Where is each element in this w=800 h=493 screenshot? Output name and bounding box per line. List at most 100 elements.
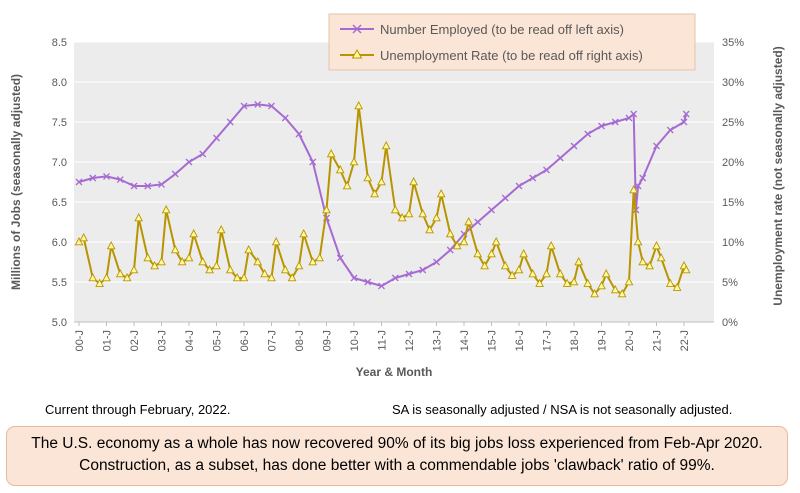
unemployment-point	[170, 245, 180, 254]
employed-point	[378, 282, 385, 290]
employed-point	[474, 218, 482, 226]
employed-point	[144, 182, 152, 190]
unemployment-point	[535, 278, 544, 287]
unemployment-point	[363, 173, 373, 182]
employed-point	[419, 266, 427, 274]
unemployment-point	[562, 278, 572, 287]
unemployment-point	[409, 177, 419, 186]
employed-point	[103, 172, 110, 180]
legend-box	[328, 13, 696, 71]
employed-point	[598, 122, 605, 130]
unemployment-point	[597, 281, 606, 290]
left-tick-label: 6.5	[52, 197, 67, 209]
right-tick-label: 20%	[722, 157, 744, 169]
unemployment-point	[102, 273, 111, 282]
employed-point	[213, 134, 220, 142]
employment-chart: 5.0 5.5 6.0 6.5 7.0 7.5 8.0 8.5 0% 5% 10% 15% 20% 25…	[9, 13, 785, 379]
employed-point	[570, 142, 578, 150]
unemployment-point	[143, 253, 153, 262]
right-axis-ticks: 0% 5% 10% 15% 20% 25% 30% 35%	[722, 37, 744, 329]
left-tick-label: 7.0	[52, 157, 67, 169]
unemployment-point	[225, 265, 235, 274]
employed-point	[75, 178, 83, 186]
unemployment-point	[610, 285, 620, 294]
unemployment-point	[590, 289, 599, 298]
left-tick-label: 5.5	[52, 277, 67, 289]
x-tick-label: 06-J	[239, 330, 251, 351]
unemployment-point	[377, 177, 386, 186]
employed-point	[543, 166, 550, 174]
x-axis-title: Year & Month	[356, 365, 433, 379]
unemployment-point	[370, 189, 379, 198]
unemployment-point	[184, 253, 194, 262]
unemployment-point	[418, 209, 428, 218]
employed-point	[666, 126, 674, 134]
note-current-through: Current through February, 2022.	[45, 402, 231, 417]
employed-point	[433, 258, 440, 266]
unemployment-point	[244, 245, 254, 254]
employed-point	[584, 130, 592, 138]
unemployment-point	[299, 229, 309, 238]
x-tick-label: 12-J	[404, 330, 416, 351]
unemployment-point	[500, 261, 510, 270]
employed-point	[529, 174, 537, 182]
unemployment-point	[106, 241, 116, 250]
left-tick-label: 8.5	[52, 37, 67, 49]
employed-point	[240, 102, 248, 110]
employed-point	[364, 278, 372, 286]
unemployment-point	[308, 257, 318, 266]
x-tick-label: 15-J	[487, 330, 499, 351]
x-tick-label: 09-J	[322, 330, 334, 351]
unemployment-point	[216, 225, 226, 234]
unemployment-point	[464, 217, 474, 226]
employed-point	[391, 274, 399, 282]
unemployment-point	[432, 213, 441, 222]
employed-point	[488, 206, 495, 214]
unemployment-point	[326, 149, 336, 158]
x-tick-label: 00-J	[74, 330, 86, 351]
x-tick-label: 05-J	[212, 330, 224, 351]
employed-point	[501, 194, 509, 202]
x-tick-label: 11-J	[377, 330, 389, 351]
employed-point	[254, 100, 262, 108]
employed-point	[226, 118, 234, 126]
x-tick-label: 17-J	[542, 330, 554, 351]
employed-point	[350, 274, 358, 282]
employed-point	[281, 114, 289, 122]
unemployment-point	[115, 269, 125, 278]
left-tick-label: 5.0	[52, 317, 67, 329]
unemployment-point	[574, 257, 584, 266]
x-tick-label: 01-J	[102, 330, 114, 351]
employed-point	[268, 102, 275, 110]
employed-point	[336, 254, 344, 262]
x-tick-label: 07-J	[267, 330, 279, 351]
unemployment-point	[129, 265, 139, 274]
unemployment-point	[681, 265, 691, 274]
unemployment-point	[88, 273, 98, 282]
unemployment-point	[157, 257, 166, 266]
unemployment-point	[629, 185, 639, 194]
unemployment-point	[555, 269, 565, 278]
callout-line-2: Construction, as a subset, has done bett…	[79, 457, 715, 474]
right-tick-label: 15%	[722, 197, 744, 209]
unemployment-point	[601, 269, 611, 278]
unemployment-point	[198, 257, 208, 266]
employed-point	[680, 118, 688, 126]
unemployment-point	[342, 181, 352, 190]
employed-point	[130, 182, 138, 190]
unemployment-point	[445, 229, 455, 238]
unemployment-point	[652, 241, 661, 250]
legend-label-employed: Number Employed (to be read off left axi…	[380, 22, 624, 37]
unemployment-point	[239, 273, 249, 282]
unemployment-point	[95, 278, 104, 287]
x-tick-label: 03-J	[157, 330, 169, 351]
unemployment-point	[617, 289, 627, 298]
unemployment-point	[134, 213, 144, 222]
left-axis-title: Millions of Jobs (seasonally adjusted)	[9, 74, 23, 290]
unemployment-point	[672, 282, 682, 291]
unemployment-point	[665, 278, 675, 287]
left-tick-label: 8.0	[52, 77, 67, 89]
unemployment-point	[656, 253, 666, 262]
unemployment-point	[624, 277, 634, 286]
right-tick-label: 0%	[722, 317, 738, 329]
